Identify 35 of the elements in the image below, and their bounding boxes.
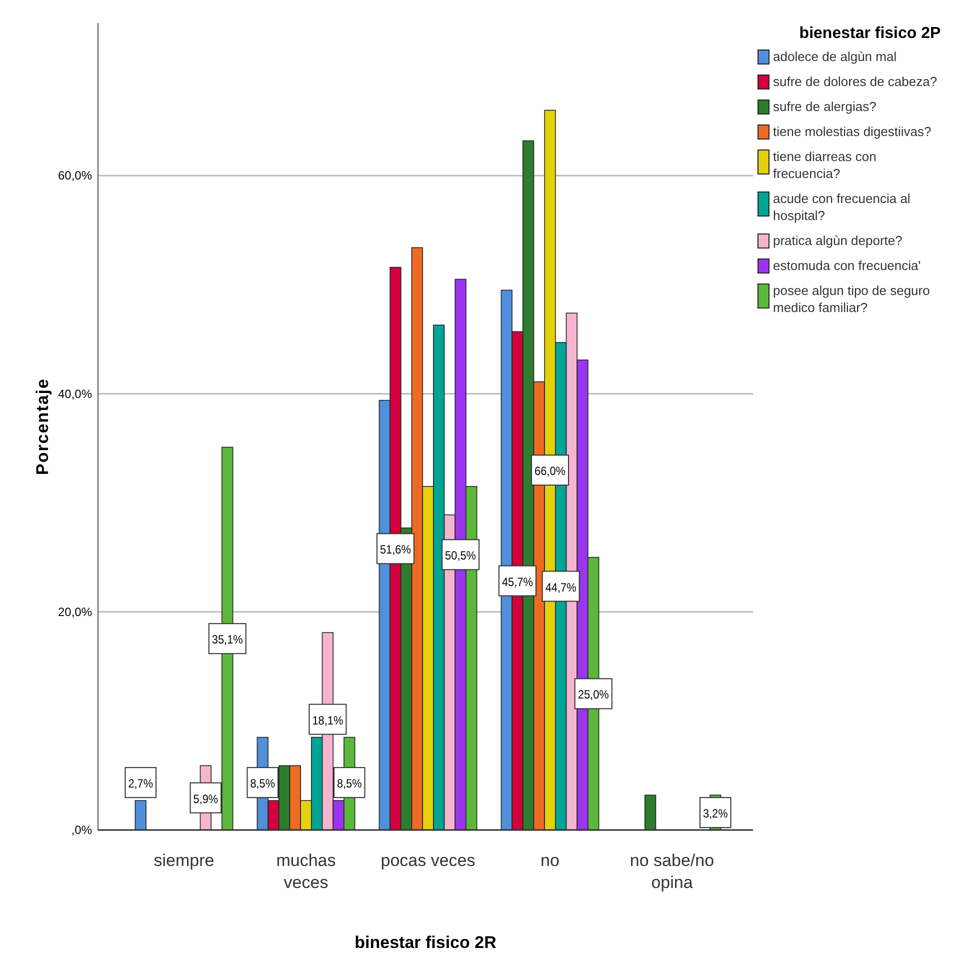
bar [134,800,146,830]
legend-label: tiene molestias digestiivas? [773,124,932,139]
bar [644,794,656,830]
x-tick-label: muchas veces [276,851,336,892]
legend-title: bienestar fisico 2P [799,25,942,42]
data-label: 35,1% [212,632,246,647]
data-label: 8,5% [336,776,364,791]
x-tick-label: no sabe/no opina [630,851,714,892]
legend-label: sufre de dolores de cabeza? [773,74,938,89]
data-label: 8,5% [250,776,278,791]
x-tick-label: no [540,851,560,870]
data-label: 18,1% [312,713,346,728]
y-tick-label: 20,0% [58,604,92,619]
data-label: 44,7% [545,580,580,594]
data-label: 50,5% [445,548,480,563]
data-label: 2,7% [128,776,156,791]
y-tick-label: 40,0% [58,386,92,401]
x-tick-label: siempre [154,851,214,870]
data-label: 45,7% [502,574,536,589]
y-tick-label: 60,0% [58,168,92,183]
legend-label: tiene diarreas con frecuencia? [773,149,876,181]
data-label: 5,9% [193,792,221,806]
y-axis-title: Porcentaje [33,378,52,475]
legend-label: posee algun tipo de seguro medico familiar? [773,283,930,315]
data-label: 66,0% [534,464,569,478]
data-label: 25,0% [578,688,612,702]
data-label: 51,6% [380,542,414,557]
x-axis-title: binestar fisico 2R [354,933,496,952]
legend-label: estomuda con frecuencia' [773,258,921,273]
legend-label: acude con frecuencia al hospital? [773,191,910,223]
y-tick-label: ,0% [71,823,92,837]
legend-label: pratica algùn deporte? [773,233,902,248]
legend-label: adolece de algùn mal [773,49,897,64]
x-tick-label: pocas veces [380,851,476,870]
legend-label: sufre de alergias? [773,99,876,114]
